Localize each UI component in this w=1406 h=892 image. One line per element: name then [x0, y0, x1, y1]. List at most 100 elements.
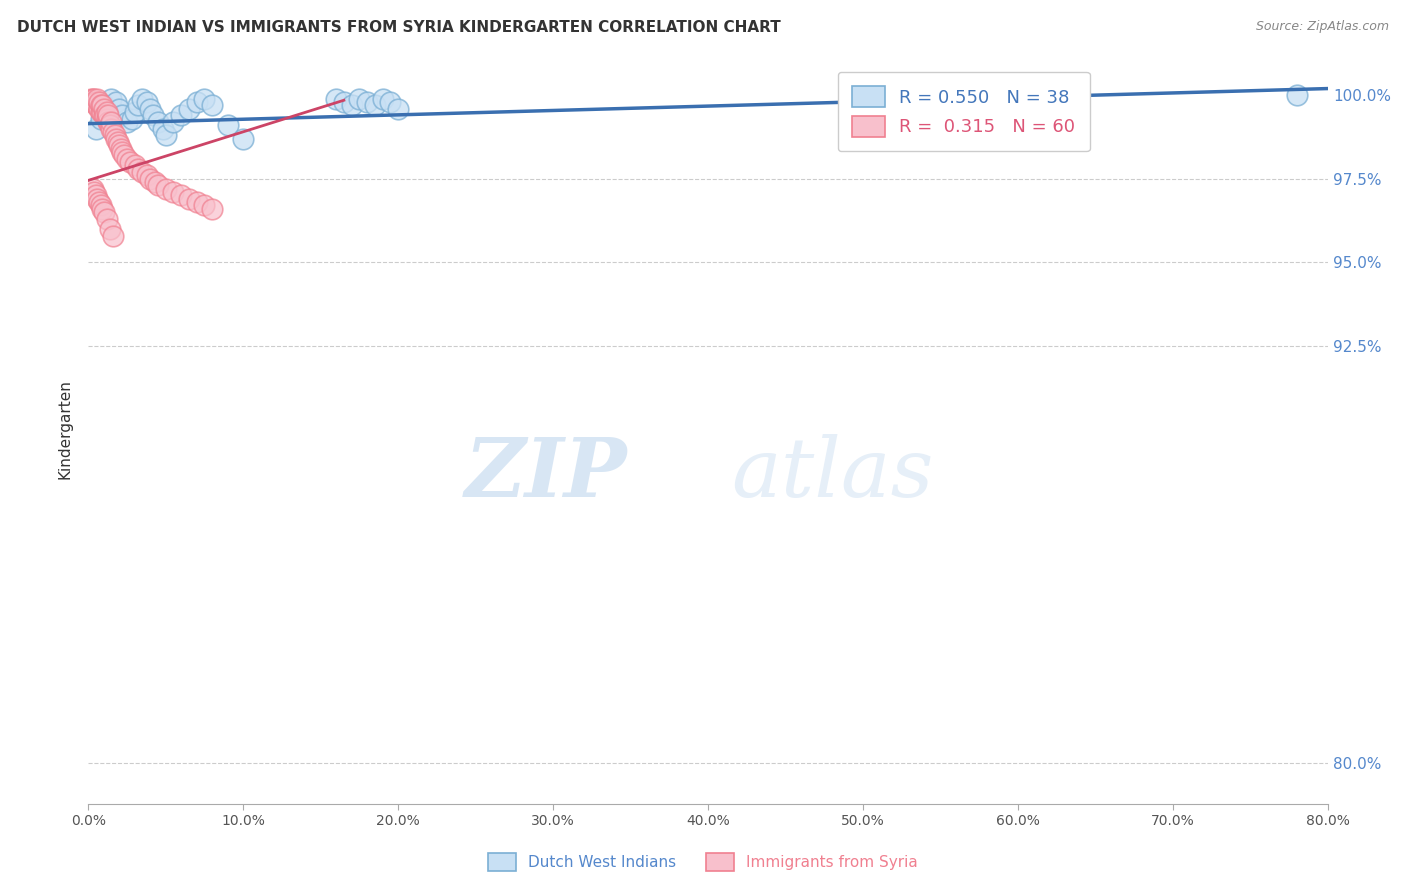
- Point: [90, 104, 112, 119]
- Point: [146, 115, 169, 129]
- Point: [170, 188, 193, 202]
- Point: [100, 92, 122, 106]
- Point: [232, 131, 254, 145]
- Point: [96, 112, 118, 126]
- Point: [131, 92, 153, 106]
- Point: [364, 98, 387, 112]
- Text: ZIP: ZIP: [465, 434, 627, 514]
- Point: [356, 95, 378, 109]
- Text: DUTCH WEST INDIAN VS IMMIGRANTS FROM SYRIA KINDERGARTEN CORRELATION CHART: DUTCH WEST INDIAN VS IMMIGRANTS FROM SYR…: [17, 20, 780, 35]
- Point: [142, 108, 165, 122]
- Point: [349, 92, 371, 106]
- Point: [217, 118, 239, 132]
- Point: [80, 92, 103, 106]
- Point: [177, 102, 200, 116]
- Point: [98, 222, 121, 236]
- Point: [131, 165, 153, 179]
- Point: [86, 92, 108, 106]
- Point: [103, 128, 125, 143]
- Point: [162, 115, 184, 129]
- Point: [101, 125, 124, 139]
- Point: [93, 205, 115, 219]
- Point: [87, 102, 110, 116]
- Point: [96, 104, 118, 119]
- Point: [177, 192, 200, 206]
- Point: [124, 158, 146, 172]
- Point: [162, 185, 184, 199]
- Point: [87, 95, 110, 109]
- Point: [107, 135, 129, 149]
- Point: [90, 98, 112, 112]
- Point: [387, 102, 409, 116]
- Point: [86, 192, 108, 206]
- Point: [136, 95, 159, 109]
- Point: [82, 182, 104, 196]
- Point: [139, 171, 162, 186]
- Point: [127, 161, 149, 176]
- Point: [325, 92, 347, 106]
- Point: [93, 98, 115, 112]
- Point: [1038, 92, 1060, 106]
- Point: [105, 95, 128, 109]
- Point: [100, 121, 122, 136]
- Point: [115, 115, 138, 129]
- Point: [143, 175, 166, 189]
- Legend: Dutch West Indians, Immigrants from Syria: Dutch West Indians, Immigrants from Syri…: [482, 847, 924, 877]
- Point: [98, 118, 121, 132]
- Point: [93, 102, 115, 116]
- Point: [152, 121, 174, 136]
- Point: [155, 182, 177, 196]
- Point: [91, 202, 114, 216]
- Point: [84, 121, 107, 136]
- Point: [84, 98, 107, 112]
- Point: [83, 185, 105, 199]
- Point: [115, 152, 138, 166]
- Point: [84, 188, 107, 202]
- Point: [110, 142, 132, 156]
- Point: [108, 138, 131, 153]
- Point: [170, 108, 193, 122]
- Legend: R = 0.550   N = 38, R =  0.315   N = 60: R = 0.550 N = 38, R = 0.315 N = 60: [838, 71, 1090, 152]
- Point: [380, 95, 402, 109]
- Point: [97, 108, 120, 122]
- Point: [91, 104, 114, 119]
- Point: [127, 98, 149, 112]
- Point: [100, 115, 122, 129]
- Point: [146, 178, 169, 193]
- Point: [97, 115, 120, 129]
- Text: Source: ZipAtlas.com: Source: ZipAtlas.com: [1256, 20, 1389, 33]
- Point: [111, 108, 134, 122]
- Point: [340, 98, 363, 112]
- Point: [90, 112, 112, 126]
- Point: [91, 98, 114, 112]
- Point: [333, 95, 356, 109]
- Point: [87, 195, 110, 210]
- Point: [94, 108, 117, 122]
- Point: [186, 95, 208, 109]
- Point: [82, 92, 104, 106]
- Point: [86, 98, 108, 112]
- Point: [193, 198, 215, 212]
- Point: [101, 228, 124, 243]
- Point: [84, 95, 107, 109]
- Point: [108, 102, 131, 116]
- Point: [96, 211, 118, 226]
- Point: [90, 198, 112, 212]
- Point: [112, 148, 135, 162]
- Point: [1286, 88, 1309, 103]
- Point: [201, 98, 224, 112]
- Point: [139, 102, 162, 116]
- Point: [83, 95, 105, 109]
- Point: [105, 131, 128, 145]
- Text: atlas: atlas: [731, 434, 934, 514]
- Point: [82, 95, 104, 109]
- Point: [111, 145, 134, 159]
- Point: [124, 104, 146, 119]
- Point: [186, 195, 208, 210]
- Point: [136, 169, 159, 183]
- Point: [93, 108, 115, 122]
- Point: [155, 128, 177, 143]
- Point: [371, 92, 394, 106]
- Point: [121, 112, 143, 126]
- Point: [96, 104, 118, 119]
